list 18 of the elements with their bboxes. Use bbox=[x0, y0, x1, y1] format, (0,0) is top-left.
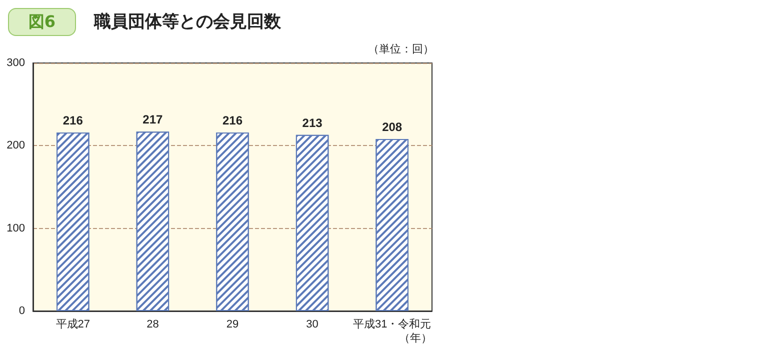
y-tick-label: 0 bbox=[18, 305, 25, 317]
data-label: 216 bbox=[222, 113, 243, 128]
data-label: 216 bbox=[62, 113, 84, 128]
y-tick-label: 100 bbox=[6, 222, 25, 234]
y-tick-label: 200 bbox=[6, 140, 25, 152]
y-tick-label: 300 bbox=[6, 57, 25, 69]
data-label: 208 bbox=[382, 120, 402, 134]
x-tick-label: 平成27 bbox=[56, 318, 90, 330]
x-tick-label: 28 bbox=[146, 318, 159, 330]
caption: 図6 bbox=[8, 8, 76, 36]
data-label: 217 bbox=[142, 112, 164, 127]
data-label: 213 bbox=[302, 116, 323, 130]
x-tick-label: 29 bbox=[226, 318, 239, 330]
x-tick-label: 30 bbox=[306, 318, 318, 330]
x-tick-label: 平成31・令和元 bbox=[352, 318, 432, 330]
y-axis-title: （単位：回） bbox=[368, 44, 434, 56]
chart-title: 職員団体等との会見回数 bbox=[94, 11, 281, 33]
x-axis-title: （年） bbox=[399, 332, 432, 344]
